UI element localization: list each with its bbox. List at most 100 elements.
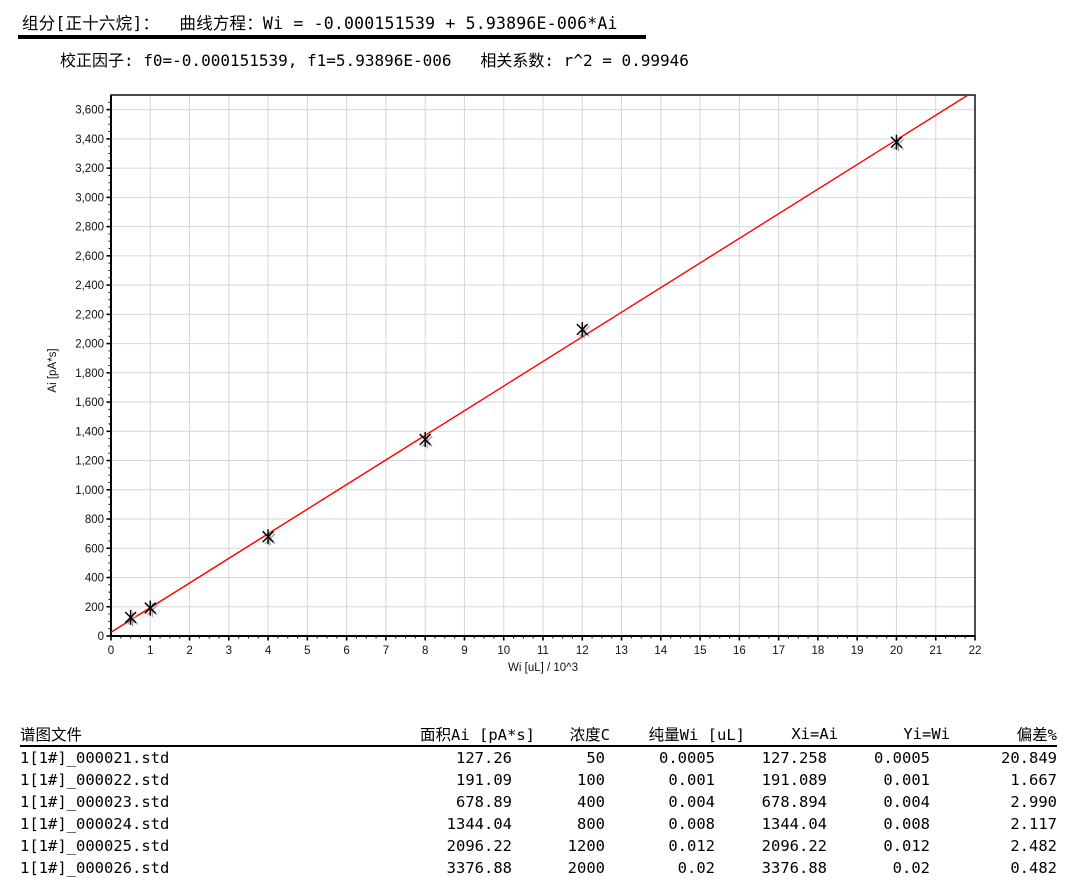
table-cell: 20.849 bbox=[1001, 749, 1057, 767]
table-cell: 2.117 bbox=[1010, 815, 1057, 833]
table-cell: 127.258 bbox=[761, 749, 827, 767]
svg-text:11: 11 bbox=[537, 645, 549, 657]
table-cell: 1344.04 bbox=[761, 815, 827, 833]
table-row: 1[1#]_000023.std 678.89 400 0.004 678.894 0.0… bbox=[20, 791, 1057, 813]
svg-text:2,000: 2,000 bbox=[75, 339, 104, 351]
data-point-marker bbox=[890, 134, 904, 152]
table-cell: 800 bbox=[577, 815, 605, 833]
svg-text:12: 12 bbox=[576, 645, 589, 657]
table-cell: 2000 bbox=[567, 859, 605, 877]
svg-text:0: 0 bbox=[108, 645, 114, 657]
data-point-marker bbox=[419, 431, 433, 449]
table-cell: 678.89 bbox=[456, 793, 512, 811]
table-row: 1[1#]_000026.std 3376.88 2000 0.02 3376.88 0.… bbox=[20, 857, 1057, 879]
data-point-marker bbox=[262, 529, 276, 546]
table-cell: 0.02 bbox=[892, 859, 930, 877]
data-point-marker bbox=[144, 600, 158, 618]
svg-text:1,000: 1,000 bbox=[75, 485, 104, 497]
table-cell: 0.0005 bbox=[659, 749, 715, 767]
table-cell: 1[1#]_000025.std bbox=[20, 837, 170, 855]
svg-text:1,200: 1,200 bbox=[75, 456, 104, 468]
svg-text:800: 800 bbox=[85, 514, 104, 526]
svg-text:16: 16 bbox=[733, 645, 746, 657]
table-row: 1[1#]_000024.std 1344.04 800 0.008 1344.04 0.… bbox=[20, 813, 1057, 835]
table-cell: 1344.04 bbox=[446, 815, 512, 833]
svg-text:9: 9 bbox=[461, 645, 467, 657]
table-cell: 1[1#]_000021.std bbox=[20, 749, 170, 767]
table-cell: 1[1#]_000024.std bbox=[20, 815, 170, 833]
svg-text:2,600: 2,600 bbox=[75, 251, 104, 263]
svg-text:200: 200 bbox=[85, 602, 104, 614]
svg-text:1: 1 bbox=[147, 645, 153, 657]
svg-text:10: 10 bbox=[497, 645, 510, 657]
data-point-marker bbox=[124, 609, 139, 627]
svg-text:3,600: 3,600 bbox=[75, 105, 104, 117]
svg-text:2,200: 2,200 bbox=[75, 309, 104, 321]
column-header: 面积Ai [pA*s] bbox=[420, 723, 535, 747]
title-underline bbox=[18, 35, 646, 39]
table-cell: 678.894 bbox=[761, 793, 827, 811]
x-axis-title: Wi [uL] / 10^3 bbox=[508, 662, 578, 674]
table-cell: 2096.22 bbox=[761, 837, 827, 855]
table-cell: 0.008 bbox=[668, 815, 715, 833]
y-axis-title: Ai [pA*s] bbox=[47, 348, 59, 392]
svg-text:3,000: 3,000 bbox=[75, 192, 104, 204]
table-cell: 0.012 bbox=[668, 837, 715, 855]
table-cell: 1[1#]_000023.std bbox=[20, 793, 170, 811]
svg-text:2,800: 2,800 bbox=[75, 222, 104, 234]
column-header: Xi=Ai bbox=[745, 723, 838, 747]
svg-text:15: 15 bbox=[694, 645, 707, 657]
column-header: 纯量Wi [uL] bbox=[610, 723, 745, 747]
column-header: 浓度C bbox=[532, 723, 610, 747]
svg-text:17: 17 bbox=[772, 645, 785, 657]
table-cell: 191.09 bbox=[456, 771, 512, 789]
svg-text:400: 400 bbox=[85, 573, 104, 585]
svg-text:18: 18 bbox=[812, 645, 825, 657]
table-cell: 0.008 bbox=[883, 815, 930, 833]
table-body: 1[1#]_000021.std 127.26 50 0.0005 127.258 0.0… bbox=[20, 746, 1057, 879]
table-cell: 100 bbox=[577, 771, 605, 789]
svg-text:13: 13 bbox=[615, 645, 628, 657]
svg-text:600: 600 bbox=[85, 543, 104, 555]
table-cell: 2.990 bbox=[1010, 793, 1057, 811]
calibration-factors-line: 校正因子: f0=-0.000151539, f1=5.93896E-006 相… bbox=[60, 51, 689, 70]
table-cell: 1.667 bbox=[1010, 771, 1057, 789]
table-cell: 0.001 bbox=[668, 771, 715, 789]
table-cell: 2.482 bbox=[1010, 837, 1057, 855]
svg-text:0: 0 bbox=[98, 631, 104, 643]
table-cell: 1[1#]_000026.std bbox=[20, 859, 170, 877]
table-row: 1[1#]_000022.std 191.09 100 0.001 191.089 0.0… bbox=[20, 769, 1057, 791]
table-cell: 1[1#]_000022.std bbox=[20, 771, 170, 789]
table-cell: 0.482 bbox=[1010, 859, 1057, 877]
svg-text:3,400: 3,400 bbox=[75, 134, 104, 146]
report-title-line: 组分[正十六烷]： 曲线方程：Wi = -0.000151539 + 5.938… bbox=[22, 14, 618, 33]
svg-text:1,800: 1,800 bbox=[75, 368, 104, 380]
svg-text:6: 6 bbox=[343, 645, 349, 657]
grid-lines bbox=[111, 95, 975, 636]
column-header: 谱图文件 bbox=[20, 723, 420, 747]
table-row: 1[1#]_000025.std 2096.22 1200 0.012 2096.22 0… bbox=[20, 835, 1057, 857]
column-header: 偏差% bbox=[950, 723, 1057, 747]
calibration-curve-chart: 0 1 2 3 4 5 6 7 8 9 10 11 12 13 14 15 16 17 18 19 20 21 220200… bbox=[47, 94, 981, 674]
table-cell: 400 bbox=[577, 793, 605, 811]
svg-text:8: 8 bbox=[422, 645, 428, 657]
table-cell: 0.012 bbox=[883, 837, 930, 855]
svg-text:7: 7 bbox=[383, 645, 389, 657]
svg-text:3,200: 3,200 bbox=[75, 163, 104, 175]
axis-tick-labels: 0 1 2 3 4 5 6 7 8 9 10 11 12 13 14 15 16 17 18 19 20 21 220200… bbox=[75, 105, 981, 657]
svg-text:4: 4 bbox=[265, 645, 272, 657]
table-cell: 3376.88 bbox=[446, 859, 512, 877]
svg-text:1,400: 1,400 bbox=[75, 426, 104, 438]
calibration-results-table: 谱图文件 面积Ai [pA*s] 浓度C 纯量Wi [uL] Xi=Ai Yi=Wi 偏差%… bbox=[20, 723, 1057, 879]
table-cell: 0.0005 bbox=[874, 749, 930, 767]
table-cell: 0.001 bbox=[883, 771, 930, 789]
svg-text:2,400: 2,400 bbox=[75, 280, 104, 292]
table-cell: 0.004 bbox=[668, 793, 715, 811]
column-header: Yi=Wi bbox=[838, 723, 950, 747]
axis-ticks bbox=[106, 101, 976, 641]
data-points bbox=[124, 134, 904, 627]
svg-text:5: 5 bbox=[304, 645, 310, 657]
table-cell: 0.02 bbox=[677, 859, 715, 877]
svg-text:3: 3 bbox=[226, 645, 232, 657]
